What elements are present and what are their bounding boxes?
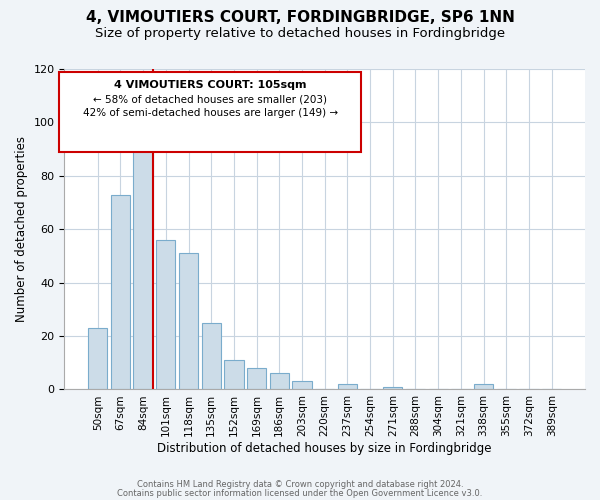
Bar — [88, 328, 107, 390]
Text: 4 VIMOUTIERS COURT: 105sqm: 4 VIMOUTIERS COURT: 105sqm — [114, 80, 307, 90]
Bar — [247, 368, 266, 390]
Bar — [474, 384, 493, 390]
Bar — [269, 374, 289, 390]
Bar — [156, 240, 175, 390]
X-axis label: Distribution of detached houses by size in Fordingbridge: Distribution of detached houses by size … — [157, 442, 492, 455]
Bar — [383, 387, 403, 390]
Bar — [133, 136, 153, 390]
Bar — [292, 382, 311, 390]
Text: Contains HM Land Registry data © Crown copyright and database right 2024.: Contains HM Land Registry data © Crown c… — [137, 480, 463, 489]
Bar — [224, 360, 244, 390]
Text: 42% of semi-detached houses are larger (149) →: 42% of semi-detached houses are larger (… — [83, 108, 338, 118]
Y-axis label: Number of detached properties: Number of detached properties — [15, 136, 28, 322]
Bar — [111, 194, 130, 390]
Text: Size of property relative to detached houses in Fordingbridge: Size of property relative to detached ho… — [95, 28, 505, 40]
Bar — [338, 384, 357, 390]
FancyBboxPatch shape — [59, 72, 361, 152]
Text: 4, VIMOUTIERS COURT, FORDINGBRIDGE, SP6 1NN: 4, VIMOUTIERS COURT, FORDINGBRIDGE, SP6 … — [86, 10, 514, 25]
Bar — [179, 254, 198, 390]
Text: ← 58% of detached houses are smaller (203): ← 58% of detached houses are smaller (20… — [93, 94, 327, 104]
Text: Contains public sector information licensed under the Open Government Licence v3: Contains public sector information licen… — [118, 489, 482, 498]
Bar — [202, 322, 221, 390]
